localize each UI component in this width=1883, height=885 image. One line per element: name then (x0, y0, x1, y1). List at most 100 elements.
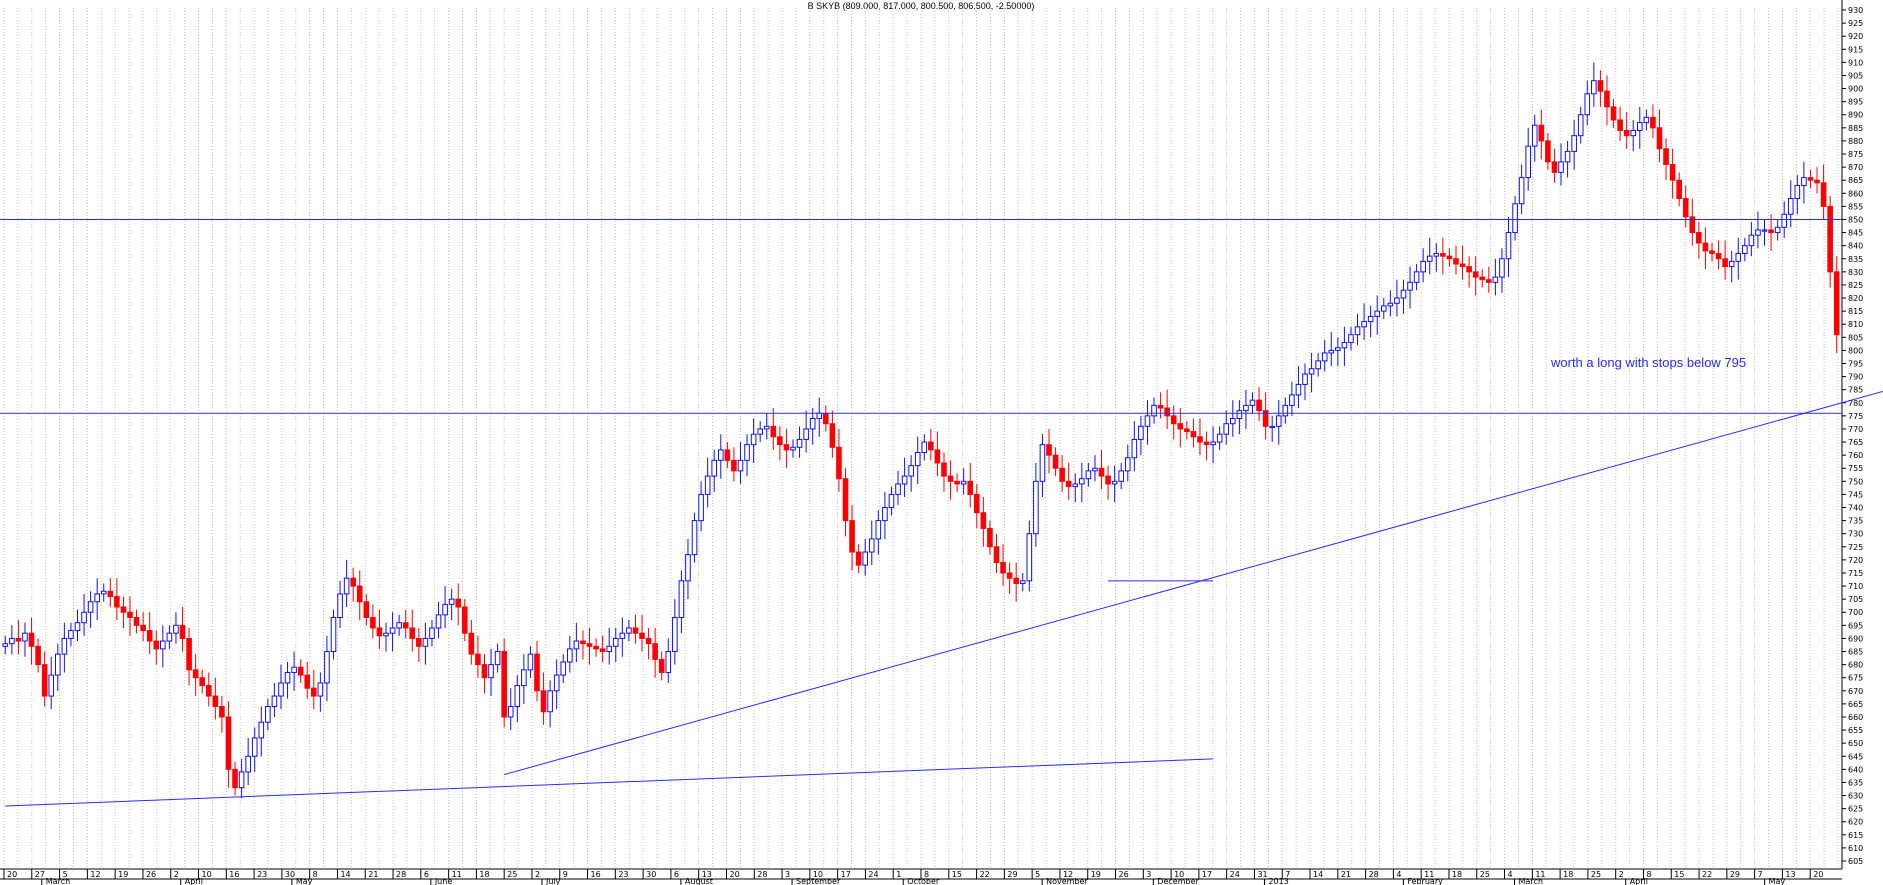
candle-body (350, 577, 356, 587)
candle-body (311, 687, 317, 697)
candle-body (402, 622, 409, 629)
candle-body (1623, 129, 1630, 137)
y-tick-label: 865 (1848, 176, 1863, 185)
candle-body (1157, 404, 1164, 409)
x-tick-label: 12 (90, 870, 100, 879)
x-month-label: April (185, 877, 203, 885)
y-tick-label: 880 (1848, 137, 1863, 146)
candle-body (658, 658, 665, 673)
x-tick-label: 18 (479, 870, 489, 879)
candle-body (1394, 297, 1400, 304)
x-tick-label: 28 (1369, 870, 1379, 879)
candle-body (383, 632, 389, 637)
candle-body (475, 653, 481, 666)
candle-body (619, 632, 626, 639)
candle-body (461, 606, 468, 634)
x-month-label: June (434, 877, 453, 885)
y-tick-label: 875 (1848, 150, 1863, 159)
candle-body (1709, 250, 1715, 255)
candle-body (1801, 177, 1807, 186)
y-tick-label: 895 (1848, 98, 1863, 107)
candle-body (232, 768, 238, 789)
y-tick-label: 915 (1848, 45, 1863, 54)
y-tick-label: 720 (1848, 556, 1863, 565)
candle-body (1019, 580, 1026, 584)
candle-body (1321, 352, 1328, 362)
candle-body (547, 690, 553, 713)
candle-body (343, 577, 350, 595)
x-tick-label: 26 (146, 870, 156, 879)
x-tick-label: 25 (1591, 870, 1601, 879)
candle-body (1085, 470, 1092, 480)
candle-body (481, 664, 488, 679)
candle-body (1807, 177, 1814, 181)
candle-body (1046, 444, 1052, 456)
candle-body (928, 441, 934, 451)
candle-body (1387, 302, 1394, 307)
candle-body (297, 666, 304, 676)
candle-body (1249, 399, 1256, 406)
candle-body (1033, 480, 1039, 535)
x-tick-label: 26 (1119, 870, 1129, 879)
candle-body (1138, 425, 1144, 440)
candle-body (1059, 467, 1065, 482)
candle-body (429, 627, 435, 639)
candle-body (225, 716, 232, 770)
candle-body (652, 643, 658, 660)
x-month-label: August (685, 877, 713, 885)
candle-body (1597, 80, 1604, 92)
candle-body (632, 627, 639, 634)
candle-body (809, 417, 816, 430)
x-tick-label: 1 (896, 870, 901, 879)
x-tick-label: 5 (1035, 870, 1040, 879)
y-tick-label: 855 (1848, 202, 1863, 211)
y-tick-label: 745 (1848, 490, 1863, 499)
candle-body (15, 637, 22, 642)
candle-body (1289, 394, 1295, 406)
y-tick-label: 850 (1848, 215, 1863, 224)
candle-body (1440, 253, 1446, 257)
candle-body (1610, 106, 1617, 121)
candle-body (258, 721, 265, 739)
candle-body (1577, 114, 1584, 137)
y-tick-label: 815 (1848, 307, 1863, 316)
candle-body (337, 593, 343, 618)
candle-body (100, 590, 107, 595)
candle-body (842, 478, 849, 522)
candle-body (1420, 260, 1426, 273)
y-tick-label: 805 (1848, 333, 1863, 342)
candle-body (199, 677, 206, 687)
x-tick-label: 20 (729, 870, 739, 879)
x-month-label: February (1407, 877, 1443, 885)
x-tick-label: 13 (702, 870, 712, 879)
y-tick-label: 925 (1848, 19, 1863, 28)
trendline (5, 758, 1214, 807)
candle-body (494, 651, 501, 666)
x-tick-label: 4 (1396, 870, 1401, 879)
y-tick-label: 615 (1848, 831, 1863, 840)
candle-body (153, 640, 160, 650)
y-tick-label: 885 (1848, 124, 1863, 133)
candle-body (724, 449, 731, 461)
x-tick-label: 14 (340, 870, 350, 879)
x-tick-label: 18 (1452, 870, 1462, 879)
x-month-label: 2013 (1268, 877, 1288, 885)
candle-body (1203, 441, 1210, 446)
y-tick-label: 835 (1848, 255, 1863, 264)
candle-body (140, 624, 146, 632)
candle-body (160, 640, 166, 650)
y-tick-label: 670 (1848, 687, 1863, 696)
candle-body (1335, 347, 1341, 351)
x-month-label: July (545, 877, 561, 885)
trendline (504, 390, 1883, 776)
x-month-label: May (296, 877, 313, 885)
candle-body (895, 483, 901, 495)
candle-body (1571, 135, 1577, 152)
candle-body (166, 632, 173, 642)
candle-body (1466, 266, 1472, 273)
candle-body (1197, 436, 1203, 443)
candle-body (1315, 360, 1321, 370)
chart-title: B SKYB (809.000, 817.000, 800.500, 806.5… (807, 1, 1035, 11)
x-tick-label: 30 (285, 870, 295, 879)
candle-body (1407, 281, 1413, 291)
